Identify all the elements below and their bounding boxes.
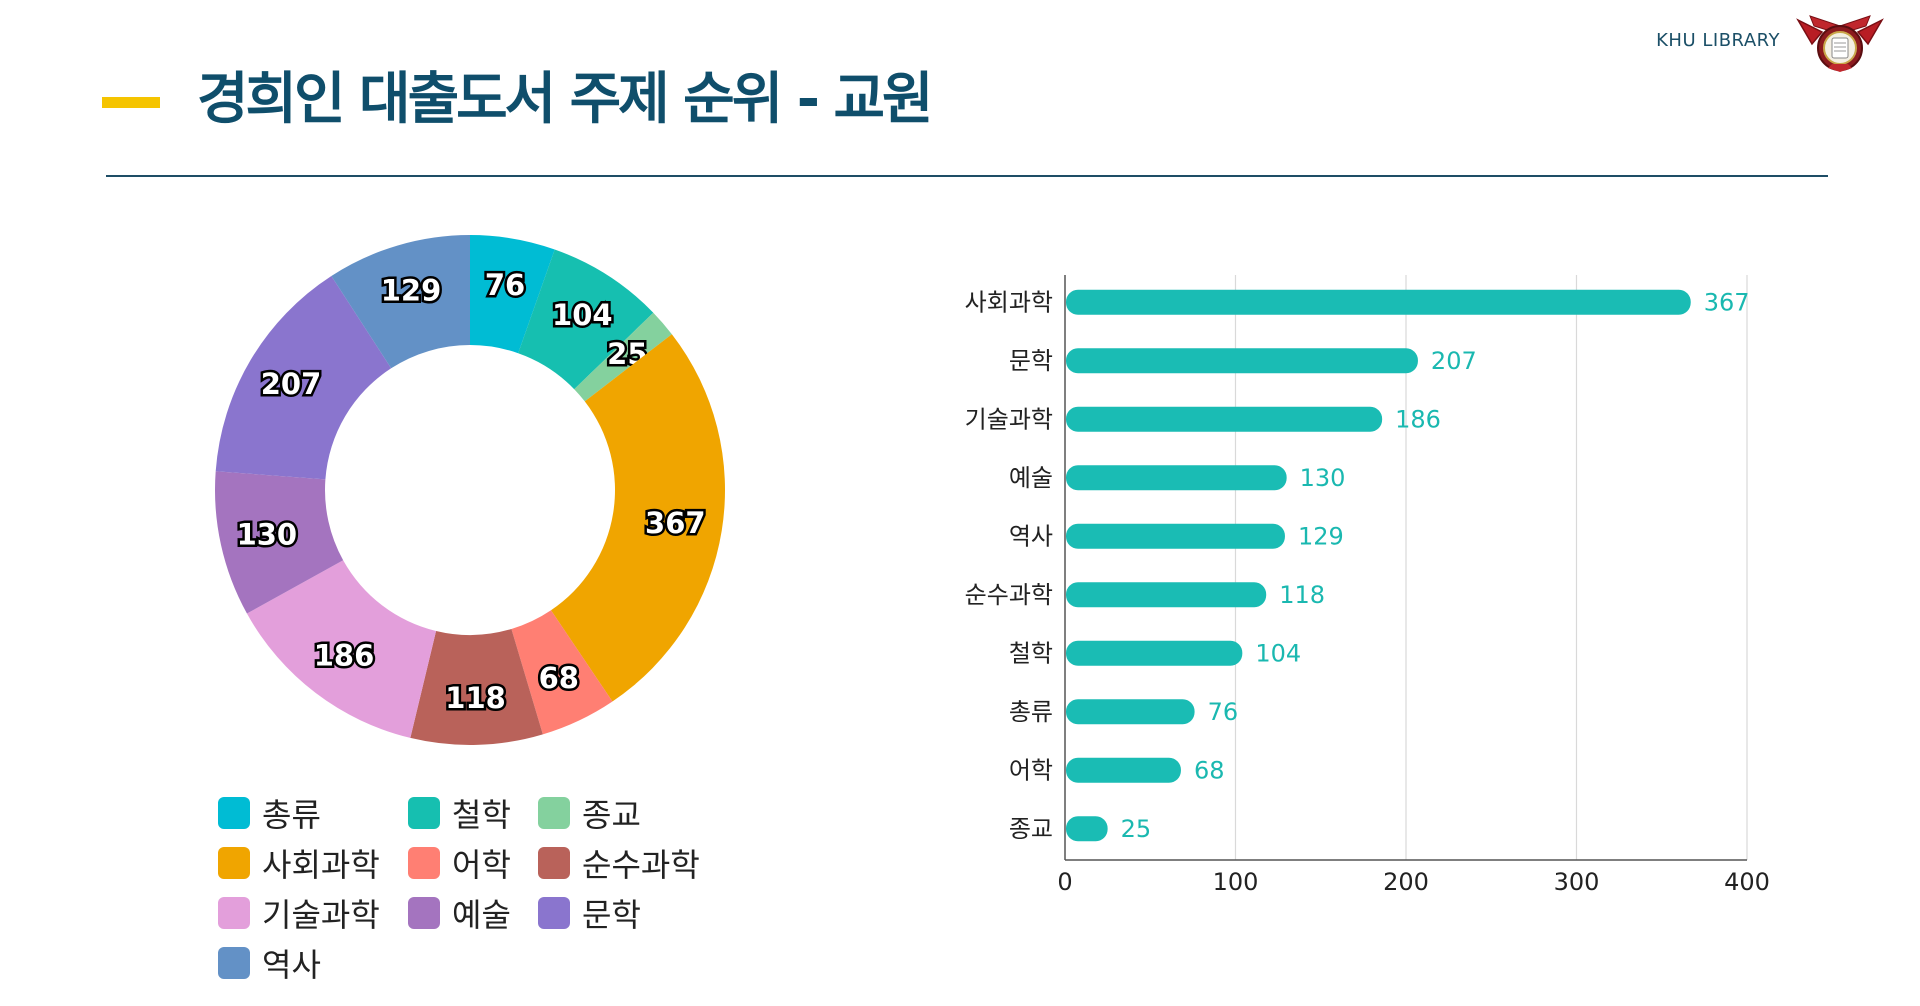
bar-value-label-8: 76: [1208, 698, 1239, 726]
x-tick-label-200: 200: [1383, 868, 1429, 896]
bar-4: [1066, 465, 1287, 491]
header-divider: [106, 175, 1828, 177]
legend-swatch-3: [538, 797, 570, 829]
legend-item-7: 기술과학: [218, 890, 380, 936]
donut-data-label-8: 130: [237, 518, 298, 552]
legend-swatch-9: [538, 897, 570, 929]
legend-swatch-1: [218, 797, 250, 829]
legend-label-8: 예술: [452, 896, 511, 934]
bar-9: [1066, 757, 1181, 783]
bar-category-label-5: 역사: [1009, 522, 1053, 550]
bar-value-label-1: 367: [1704, 288, 1750, 316]
bar-value-label-4: 130: [1300, 464, 1346, 492]
bar-8: [1066, 699, 1195, 725]
donut-data-label-2: 104: [552, 298, 613, 332]
legend-item-5: 어학: [408, 840, 511, 886]
legend-label-10: 역사: [262, 946, 321, 984]
legend-swatch-6: [538, 847, 570, 879]
x-tick-label-100: 100: [1213, 868, 1259, 896]
donut-chart: 76 104 25 367 68 118 186 130 207 129: [215, 235, 725, 745]
bar-value-label-3: 186: [1395, 405, 1441, 433]
legend-label-9: 문학: [582, 896, 641, 934]
bar-category-label-4: 예술: [1009, 464, 1053, 492]
bar-category-label-2: 문학: [1009, 347, 1053, 375]
legend-item-10: 역사: [218, 940, 321, 986]
donut-slice-5: [511, 610, 613, 735]
x-tick-label-0: 0: [1057, 868, 1072, 896]
legend-item-9: 문학: [538, 890, 641, 936]
legend-swatch-4: [218, 847, 250, 879]
donut-data-label-1: 76: [485, 268, 525, 302]
donut-slice-10: [331, 235, 470, 369]
legend-swatch-7: [218, 897, 250, 929]
donut-data-label-4: 367: [645, 506, 706, 540]
donut-slice-4: [550, 334, 725, 702]
legend-item-3: 종교: [538, 790, 641, 836]
bar-category-label-7: 철학: [1009, 639, 1053, 667]
legend-item-6: 순수과학: [538, 840, 700, 886]
donut-data-label-7: 186: [314, 639, 375, 673]
donut-slice-3: [574, 312, 672, 402]
legend-item-8: 예술: [408, 890, 511, 936]
bar-category-label-1: 사회과학: [965, 288, 1053, 316]
legend-swatch-2: [408, 797, 440, 829]
legend-label-2: 철학: [452, 796, 511, 834]
x-tick-label-300: 300: [1554, 868, 1600, 896]
bar-category-label-8: 총류: [1009, 698, 1053, 726]
bar-5: [1066, 523, 1285, 549]
university-crest-logo: [1796, 15, 1884, 72]
donut-slice-1: [470, 235, 555, 354]
bar-value-label-6: 118: [1279, 581, 1325, 609]
donut-data-label-3: 25: [607, 337, 647, 371]
bar-6: [1066, 582, 1267, 608]
donut-slice-2: [518, 249, 654, 390]
bar-3: [1066, 406, 1383, 432]
horizontal-bar-chart: 0 100 200 300 400 사회과학 367 문학 207 기술과학 186 예술 130 역사 1…: [965, 275, 1770, 896]
donut-data-label-10: 129: [381, 274, 442, 308]
donut-data-label-9: 207: [261, 367, 322, 401]
legend-label-1: 총류: [262, 796, 321, 834]
bar-category-label-9: 어학: [1009, 756, 1053, 784]
legend-swatch-8: [408, 897, 440, 929]
x-tick-label-400: 400: [1724, 868, 1770, 896]
legend-label-4: 사회과학: [262, 846, 380, 884]
bar-10: [1066, 816, 1108, 842]
legend-label-3: 종교: [582, 796, 641, 834]
donut-slice-6: [410, 628, 543, 745]
brand-text: KHU LIBRARY: [1656, 30, 1780, 51]
bar-value-label-10: 25: [1121, 815, 1152, 843]
bar-1: [1066, 289, 1691, 315]
legend-label-7: 기술과학: [262, 896, 380, 934]
bar-value-label-2: 207: [1431, 347, 1477, 375]
bar-value-label-9: 68: [1194, 756, 1225, 784]
legend-item-1: 총류: [218, 790, 321, 836]
bar-category-label-3: 기술과학: [965, 405, 1053, 433]
donut-data-label-6: 118: [445, 681, 506, 715]
legend-item-4: 사회과학: [218, 840, 380, 886]
donut-slice-8: [215, 471, 344, 614]
legend-swatch-5: [408, 847, 440, 879]
bar-category-label-10: 종교: [1009, 815, 1053, 843]
title-accent-bar: [102, 97, 160, 108]
legend-label-6: 순수과학: [582, 846, 700, 884]
donut-slice-9: [215, 275, 392, 480]
legend-item-2: 철학: [408, 790, 511, 836]
bar-category-label-6: 순수과학: [965, 581, 1053, 609]
donut-slice-7: [246, 560, 437, 738]
legend-label-5: 어학: [452, 846, 511, 884]
bar-value-label-7: 104: [1255, 639, 1301, 667]
donut-data-label-5: 68: [539, 661, 579, 695]
page-title: 경희인 대출도서 주제 순위 - 교원: [197, 67, 933, 132]
bar-value-label-5: 129: [1298, 522, 1344, 550]
legend-swatch-10: [218, 947, 250, 979]
bar-2: [1066, 348, 1418, 374]
bar-7: [1066, 640, 1243, 666]
